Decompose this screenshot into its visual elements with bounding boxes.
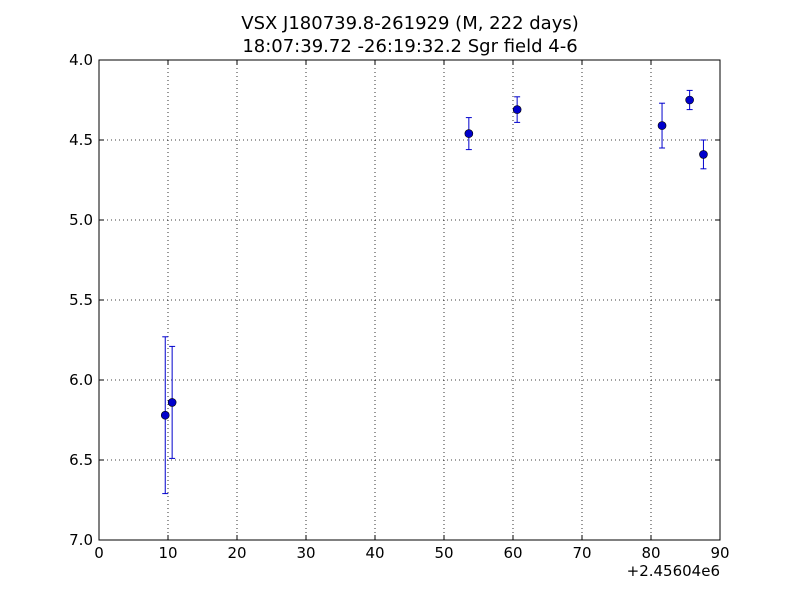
data-point — [167, 398, 177, 407]
data-point — [464, 129, 474, 138]
x-tick-label: 50 — [434, 544, 453, 562]
x-offset-label: +2.45604e6 — [627, 562, 720, 580]
x-tick-label: 60 — [503, 544, 522, 562]
grid — [99, 60, 720, 540]
x-tick-label: 20 — [227, 544, 246, 562]
data-series — [160, 89, 708, 495]
y-tick-label: 5.5 — [69, 291, 93, 309]
plot-frame — [98, 59, 721, 541]
x-tick-label: 80 — [641, 544, 660, 562]
x-tick-label: 70 — [572, 544, 591, 562]
chart-title: VSX J180739.8-261929 (M, 222 days) — [241, 13, 579, 34]
ticks: 0 10 20 30 40 50 60 70 80 90 4.0 4.5 5.0 5.5 6.0 6.5 7.0 — [69, 51, 729, 562]
x-tick-label: 40 — [365, 544, 384, 562]
x-tick-label: 10 — [158, 544, 177, 562]
data-point — [699, 150, 708, 159]
y-tick-label: 5.0 — [69, 211, 93, 229]
data-point — [657, 121, 667, 130]
x-tick-label: 0 — [94, 544, 104, 562]
data-point — [685, 95, 694, 105]
chart-subtitle: 18:07:39.72 -26:19:32.2 Sgr field 4-6 — [242, 36, 577, 57]
x-tick-label: 30 — [296, 544, 315, 562]
data-point — [160, 410, 170, 420]
y-tick-label: 4.5 — [69, 131, 93, 149]
y-tick-label: 7.0 — [69, 531, 93, 549]
data-point — [512, 105, 522, 114]
y-tick-label: 6.0 — [69, 371, 93, 389]
y-tick-label: 4.0 — [69, 51, 93, 69]
x-tick-label: 90 — [710, 544, 729, 562]
y-tick-label: 6.5 — [69, 451, 93, 469]
